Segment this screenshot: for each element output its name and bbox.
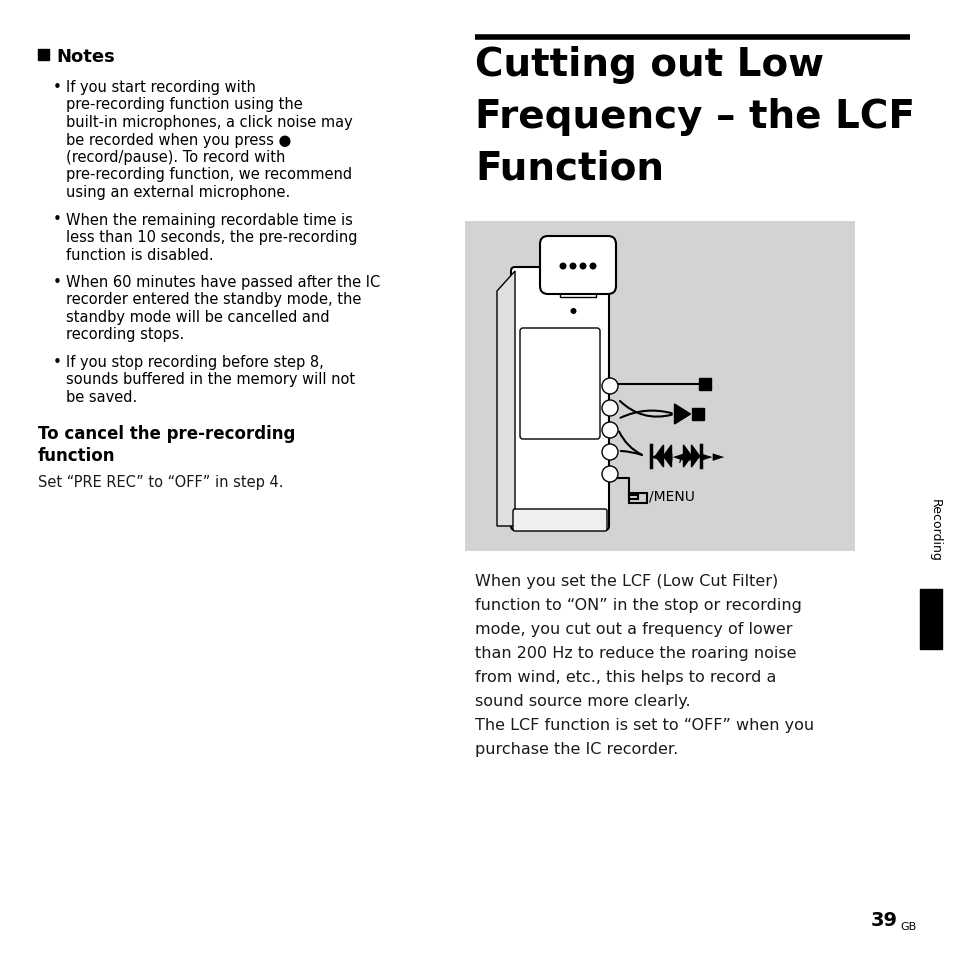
Text: When you set the LCF (Low Cut Filter): When you set the LCF (Low Cut Filter): [475, 574, 778, 588]
Polygon shape: [655, 446, 662, 468]
Text: using an external microphone.: using an external microphone.: [66, 185, 290, 200]
Circle shape: [570, 309, 576, 314]
Circle shape: [601, 444, 618, 460]
Text: Set “PRE REC” to “OFF” in step 4.: Set “PRE REC” to “OFF” in step 4.: [38, 475, 283, 490]
Text: recorder entered the standby mode, the: recorder entered the standby mode, the: [66, 293, 361, 307]
Text: standby mode will be cancelled and: standby mode will be cancelled and: [66, 310, 330, 325]
Bar: [38, 50, 49, 61]
Circle shape: [589, 263, 596, 271]
FancyBboxPatch shape: [513, 510, 606, 532]
Text: sounds buffered in the memory will not: sounds buffered in the memory will not: [66, 372, 355, 387]
Text: sound source more clearly.: sound source more clearly.: [475, 693, 690, 708]
Text: built-in microphones, a click noise may: built-in microphones, a click noise may: [66, 115, 353, 130]
Text: be saved.: be saved.: [66, 390, 137, 405]
Text: Cutting out Low: Cutting out Low: [475, 46, 823, 84]
Circle shape: [601, 400, 618, 416]
Circle shape: [569, 263, 576, 271]
Text: The LCF function is set to “OFF” when you: The LCF function is set to “OFF” when yo…: [475, 718, 813, 732]
Text: •: •: [53, 213, 62, 227]
Text: less than 10 seconds, the pre-recording: less than 10 seconds, the pre-recording: [66, 230, 357, 245]
Text: function is disabled.: function is disabled.: [66, 247, 213, 262]
FancyBboxPatch shape: [511, 268, 608, 531]
Text: Notes: Notes: [56, 48, 114, 66]
Text: •: •: [53, 80, 62, 95]
Text: pre-recording function using the: pre-recording function using the: [66, 97, 302, 112]
Circle shape: [601, 422, 618, 438]
Polygon shape: [497, 272, 515, 526]
Text: ,: ,: [677, 449, 681, 464]
Bar: [919, 589, 941, 649]
Text: To cancel the pre-recording: To cancel the pre-recording: [38, 425, 295, 443]
Bar: [559, 280, 596, 297]
Bar: [629, 496, 638, 499]
Text: be recorded when you press ●: be recorded when you press ●: [66, 132, 291, 148]
Text: GB: GB: [899, 921, 915, 931]
Text: than 200 Hz to reduce the roaring noise: than 200 Hz to reduce the roaring noise: [475, 645, 796, 660]
Bar: [464, 222, 854, 552]
Text: Frequency – the LCF: Frequency – the LCF: [475, 98, 914, 136]
Text: Recording: Recording: [927, 498, 941, 561]
Polygon shape: [691, 446, 699, 468]
Polygon shape: [662, 446, 671, 468]
Bar: [692, 409, 703, 420]
Text: •: •: [53, 355, 62, 370]
Text: If you stop recording before step 8,: If you stop recording before step 8,: [66, 355, 323, 370]
Text: from wind, etc., this helps to record a: from wind, etc., this helps to record a: [475, 669, 776, 684]
Text: /MENU: /MENU: [649, 490, 695, 503]
Circle shape: [578, 263, 586, 271]
Polygon shape: [682, 446, 691, 468]
Text: (record/pause). To record with: (record/pause). To record with: [66, 150, 285, 165]
Bar: [629, 494, 647, 503]
Text: If you start recording with: If you start recording with: [66, 80, 255, 95]
Polygon shape: [674, 405, 690, 424]
Text: function to “ON” in the stop or recording: function to “ON” in the stop or recordin…: [475, 598, 801, 613]
Text: When the remaining recordable time is: When the remaining recordable time is: [66, 213, 353, 227]
FancyBboxPatch shape: [519, 329, 599, 439]
Text: 39: 39: [870, 910, 897, 929]
Text: •: •: [53, 274, 62, 290]
Text: When 60 minutes have passed after the IC: When 60 minutes have passed after the IC: [66, 274, 380, 290]
Text: function: function: [38, 447, 115, 465]
Text: Function: Function: [475, 150, 663, 188]
Text: ◄◄◄,►►►: ◄◄◄,►►►: [649, 449, 724, 464]
Text: recording stops.: recording stops.: [66, 327, 184, 342]
Circle shape: [601, 378, 618, 395]
Text: mode, you cut out a frequency of lower: mode, you cut out a frequency of lower: [475, 621, 792, 637]
Circle shape: [558, 263, 566, 271]
Bar: [699, 378, 711, 391]
Circle shape: [601, 467, 618, 482]
Text: pre-recording function, we recommend: pre-recording function, we recommend: [66, 168, 352, 182]
Text: purchase the IC recorder.: purchase the IC recorder.: [475, 741, 678, 757]
FancyBboxPatch shape: [539, 236, 616, 294]
